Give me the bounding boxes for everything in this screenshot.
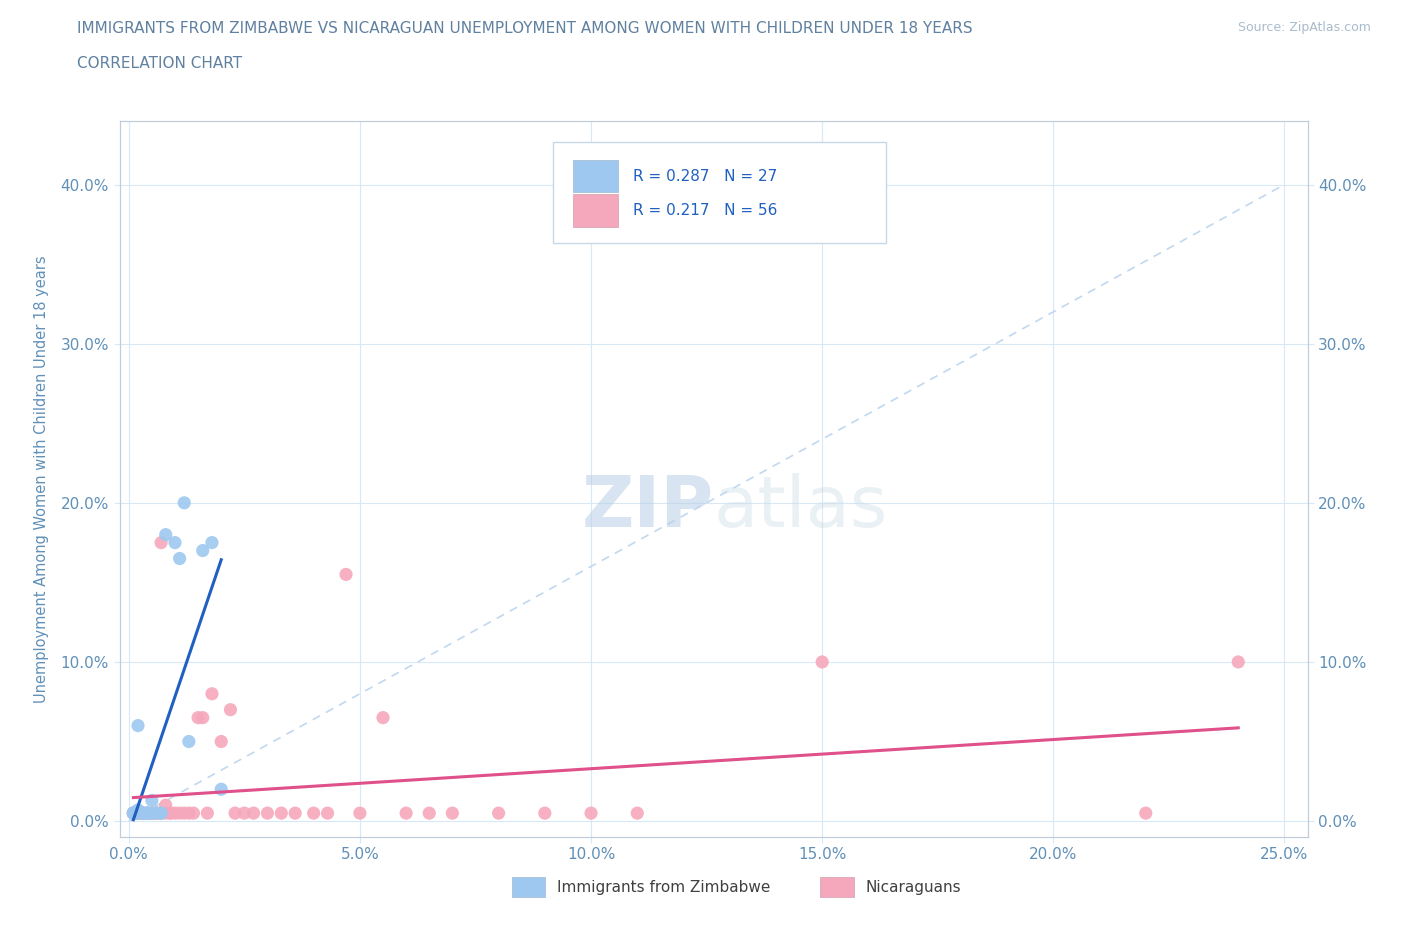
Point [127,803,149,817]
Point [284,805,307,820]
FancyBboxPatch shape [821,877,853,897]
Point [150,805,173,820]
Point [316,805,339,820]
Point [195,805,218,820]
Point [191,543,214,558]
Point [371,711,394,725]
Point [131,805,153,820]
Point [127,805,149,820]
Point [177,805,200,820]
Point [141,805,163,820]
Point [155,527,177,542]
Point [1135,805,1157,820]
Point [141,805,163,820]
Point [131,805,153,820]
Text: IMMIGRANTS FROM ZIMBABWE VS NICARAGUAN UNEMPLOYMENT AMONG WOMEN WITH CHILDREN UN: IMMIGRANTS FROM ZIMBABWE VS NICARAGUAN U… [77,21,973,36]
Point [141,805,163,820]
Point [145,805,167,820]
Text: atlas: atlas [714,473,889,542]
Text: CORRELATION CHART: CORRELATION CHART [77,56,242,71]
Point [302,805,325,820]
Point [242,805,264,820]
Point [159,805,181,820]
Point [335,567,357,582]
Point [150,805,173,820]
Point [127,805,149,820]
Point [136,805,159,820]
Text: ZIP: ZIP [581,473,714,542]
Text: R = 0.287   N = 27: R = 0.287 N = 27 [633,168,778,183]
Point [626,805,648,820]
Point [169,551,191,566]
Point [150,535,173,550]
Point [209,782,232,797]
FancyBboxPatch shape [512,877,546,897]
Point [533,805,555,820]
Point [136,805,159,820]
Point [256,805,278,820]
FancyBboxPatch shape [574,160,619,193]
Point [201,535,224,550]
Point [163,535,186,550]
Point [122,805,145,820]
Point [136,805,159,820]
Point [145,805,167,820]
Point [209,734,232,749]
Point [127,805,149,820]
Point [122,805,145,820]
Point [122,805,145,820]
FancyBboxPatch shape [553,142,886,243]
Point [155,805,177,820]
Point [145,805,167,820]
Point [122,805,145,820]
Point [173,805,195,820]
Text: R = 0.217   N = 56: R = 0.217 N = 56 [633,203,778,218]
Point [141,805,163,820]
Point [169,805,191,820]
Text: Immigrants from Zimbabwe: Immigrants from Zimbabwe [557,880,770,895]
Point [177,734,200,749]
Point [187,711,209,725]
Point [141,805,163,820]
Point [418,805,440,820]
Point [131,805,153,820]
Point [441,805,464,820]
Y-axis label: Unemployment Among Women with Children Under 18 years: Unemployment Among Women with Children U… [35,255,49,703]
Point [131,805,153,820]
Point [150,805,173,820]
Point [145,805,167,820]
Point [159,805,181,820]
Text: Source: ZipAtlas.com: Source: ZipAtlas.com [1237,21,1371,34]
FancyBboxPatch shape [574,194,619,227]
Point [811,655,834,670]
Point [224,805,246,820]
Point [219,702,242,717]
Point [183,805,205,820]
Point [163,805,186,820]
Point [136,805,159,820]
Point [127,805,149,820]
Point [122,805,145,820]
Point [488,805,510,820]
Point [173,496,195,511]
Point [395,805,418,820]
Point [131,805,153,820]
Point [155,798,177,813]
Point [233,805,256,820]
Point [127,718,149,733]
Point [270,805,292,820]
Point [136,805,159,820]
Point [131,805,153,820]
Point [136,805,159,820]
Point [1227,655,1250,670]
Point [201,686,224,701]
Text: Nicaraguans: Nicaraguans [866,880,962,895]
Point [122,805,145,820]
Point [141,793,163,808]
Point [191,711,214,725]
Point [127,805,149,820]
Point [349,805,371,820]
Point [579,805,602,820]
